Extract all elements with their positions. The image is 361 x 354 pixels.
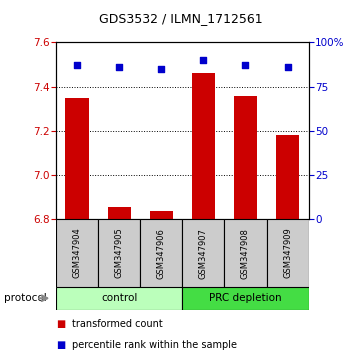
Bar	[56, 219, 98, 287]
Text: ■: ■	[56, 319, 65, 329]
Text: GSM347909: GSM347909	[283, 228, 292, 279]
Text: GSM347908: GSM347908	[241, 228, 250, 279]
Bar	[266, 219, 309, 287]
Point	[285, 64, 291, 70]
Bar	[182, 219, 225, 287]
Text: ■: ■	[56, 340, 65, 350]
Bar	[108, 207, 131, 219]
Bar	[98, 219, 140, 287]
Bar	[150, 211, 173, 219]
Point	[243, 63, 248, 68]
Text: PRC depletion: PRC depletion	[209, 293, 282, 303]
Bar	[234, 96, 257, 219]
Text: control: control	[101, 293, 137, 303]
Text: GSM347905: GSM347905	[115, 228, 123, 279]
Text: transformed count: transformed count	[72, 319, 163, 329]
Bar	[192, 73, 215, 219]
Bar	[225, 219, 266, 287]
Text: GSM347907: GSM347907	[199, 228, 208, 279]
Text: percentile rank within the sample: percentile rank within the sample	[72, 340, 237, 350]
Text: GSM347906: GSM347906	[157, 228, 166, 279]
Point	[74, 63, 80, 68]
Text: GDS3532 / ILMN_1712561: GDS3532 / ILMN_1712561	[99, 12, 262, 25]
Point	[116, 64, 122, 70]
Point	[200, 57, 206, 63]
Point	[158, 66, 164, 72]
Bar	[56, 287, 182, 310]
Bar	[276, 136, 299, 219]
Text: GSM347904: GSM347904	[73, 228, 82, 279]
Bar	[182, 287, 309, 310]
Text: protocol: protocol	[4, 293, 46, 303]
Bar	[140, 219, 182, 287]
Bar	[65, 98, 88, 219]
